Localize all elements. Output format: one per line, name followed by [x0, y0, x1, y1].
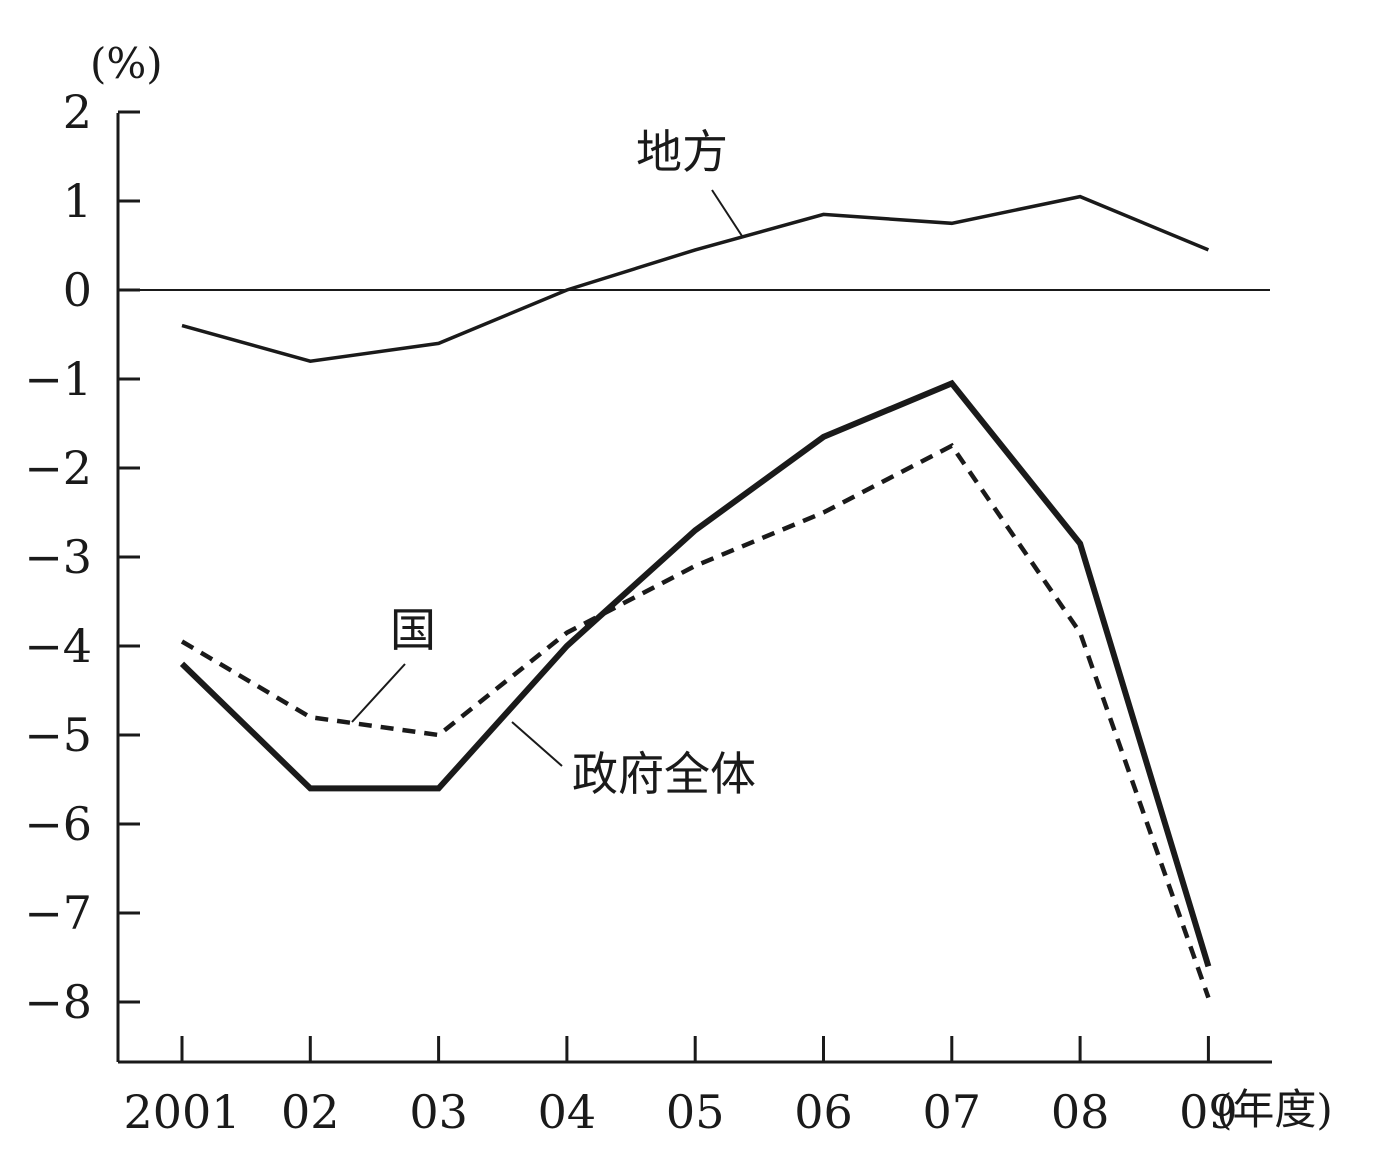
x-tick-labels: 2001 02 03 04 05 06 07 08 09: [123, 1085, 1237, 1139]
x-tick-marks: [180, 1036, 1210, 1062]
y-tick-label: −8: [24, 975, 92, 1029]
y-tick-label: −6: [24, 797, 92, 851]
series-line-0: [181, 194, 1210, 363]
y-tick-label: 2: [63, 85, 92, 139]
x-unit-label: (年度): [1216, 1085, 1333, 1134]
y-tick-label: −7: [24, 886, 92, 940]
y-tick-label: −4: [24, 619, 92, 673]
y-tick-label: 0: [63, 263, 92, 317]
series-label-government-total: 政府全体: [572, 747, 756, 801]
x-tick-label: 02: [281, 1085, 340, 1139]
x-axis: 2001 02 03 04 05 06 07 08 09 (年度): [118, 1036, 1333, 1139]
x-tick-label: 06: [794, 1085, 853, 1139]
leader-line-kuni: [351, 663, 406, 723]
y-unit-label: (%): [90, 39, 163, 88]
leader-line-chiho: [711, 189, 743, 237]
y-tick-label: −2: [24, 441, 92, 495]
y-tick-label: −3: [24, 530, 92, 584]
series-line-1: [180, 442, 1211, 999]
x-tick-label: 07: [923, 1085, 982, 1139]
y-tick-marks: [118, 110, 140, 1004]
x-tick-label: 03: [409, 1085, 468, 1139]
x-tick-label: 09: [1179, 1085, 1238, 1139]
x-tick-label: 08: [1051, 1085, 1110, 1139]
y-tick-labels: 2 1 0 −1 −2 −3 −4 −5 −6 −7 −8: [24, 85, 92, 1029]
series-layer: [179, 194, 1212, 999]
y-tick-label: −1: [24, 352, 92, 406]
series-line-2: [179, 379, 1212, 968]
x-tick-label: 05: [666, 1085, 725, 1139]
y-tick-label: −5: [24, 708, 92, 762]
series-label-kuni: 国: [390, 603, 436, 657]
x-tick-label: 2001: [123, 1085, 240, 1139]
series-label-chiho: 地方: [636, 125, 728, 179]
x-tick-label: 04: [538, 1085, 597, 1139]
series-annotations: 地方 国 政府全体: [351, 125, 756, 801]
y-tick-label: 1: [63, 174, 92, 228]
leader-line-government-total: [511, 721, 563, 767]
y-axis: 2 1 0 −1 −2 −3 −4 −5 −6 −7 −8 (%): [24, 39, 163, 1062]
